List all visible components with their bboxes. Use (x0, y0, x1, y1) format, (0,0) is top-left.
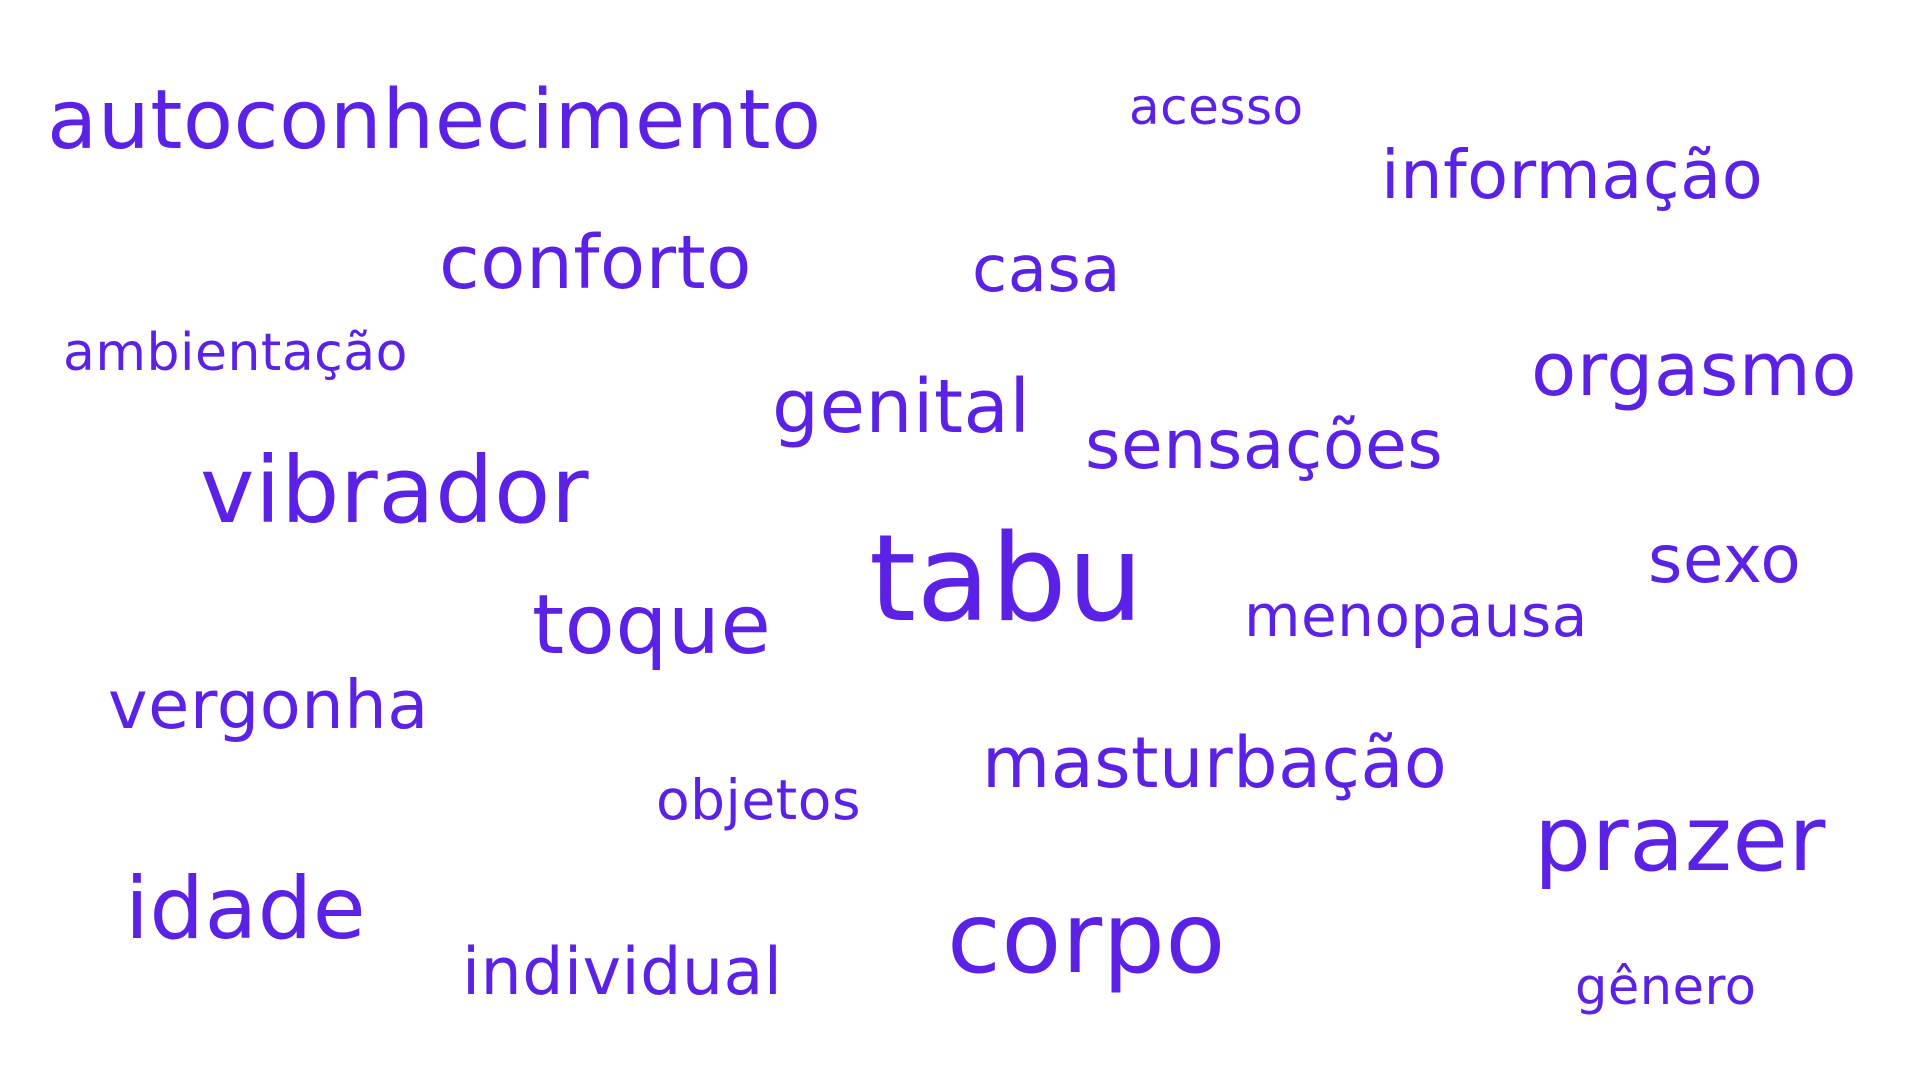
word-sensacoes: sensações (1085, 406, 1444, 485)
word-informacao: informação (1381, 136, 1764, 214)
word-acesso: acesso (1129, 78, 1304, 136)
word-idade: idade (125, 859, 367, 959)
word-tabu: tabu (869, 510, 1144, 649)
word-menopausa: menopausa (1244, 582, 1588, 650)
word-corpo: corpo (947, 882, 1226, 996)
word-autoconhecimento: autoconhecimento (47, 73, 822, 168)
word-sexo: sexo (1648, 521, 1802, 598)
word-prazer: prazer (1534, 787, 1826, 892)
word-genital: genital (772, 364, 1031, 450)
word-objetos: objetos (656, 768, 862, 832)
word-vibrador: vibrador (200, 437, 590, 544)
word-genero: gênero (1575, 958, 1757, 1017)
word-individual: individual (462, 935, 783, 1010)
word-orgasmo: orgasmo (1531, 327, 1858, 413)
word-casa: casa (972, 233, 1121, 307)
word-ambientacao: ambientação (63, 323, 408, 383)
word-masturbacao: masturbação (982, 722, 1448, 804)
word-conforto: conforto (439, 220, 752, 306)
word-toque: toque (532, 578, 772, 673)
word-vergonha: vergonha (108, 666, 429, 744)
